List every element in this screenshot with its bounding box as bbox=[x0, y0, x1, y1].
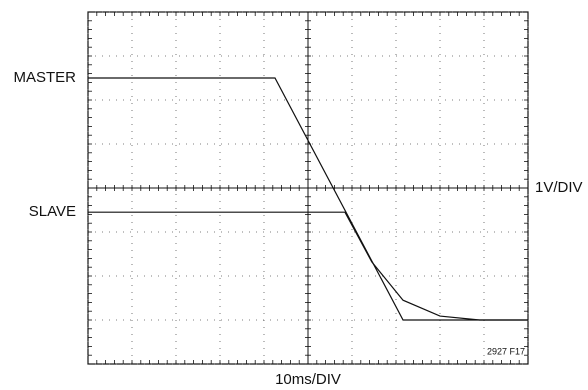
trace-label: SLAVE bbox=[29, 203, 76, 220]
x-axis-label: 10ms/DIV bbox=[275, 371, 341, 388]
trace bbox=[88, 211, 528, 321]
trace-label: MASTER bbox=[13, 69, 76, 86]
trace bbox=[88, 77, 528, 321]
y-axis-label: 1V/DIV bbox=[535, 179, 583, 196]
figure-id: 2927 F17 bbox=[487, 346, 525, 356]
